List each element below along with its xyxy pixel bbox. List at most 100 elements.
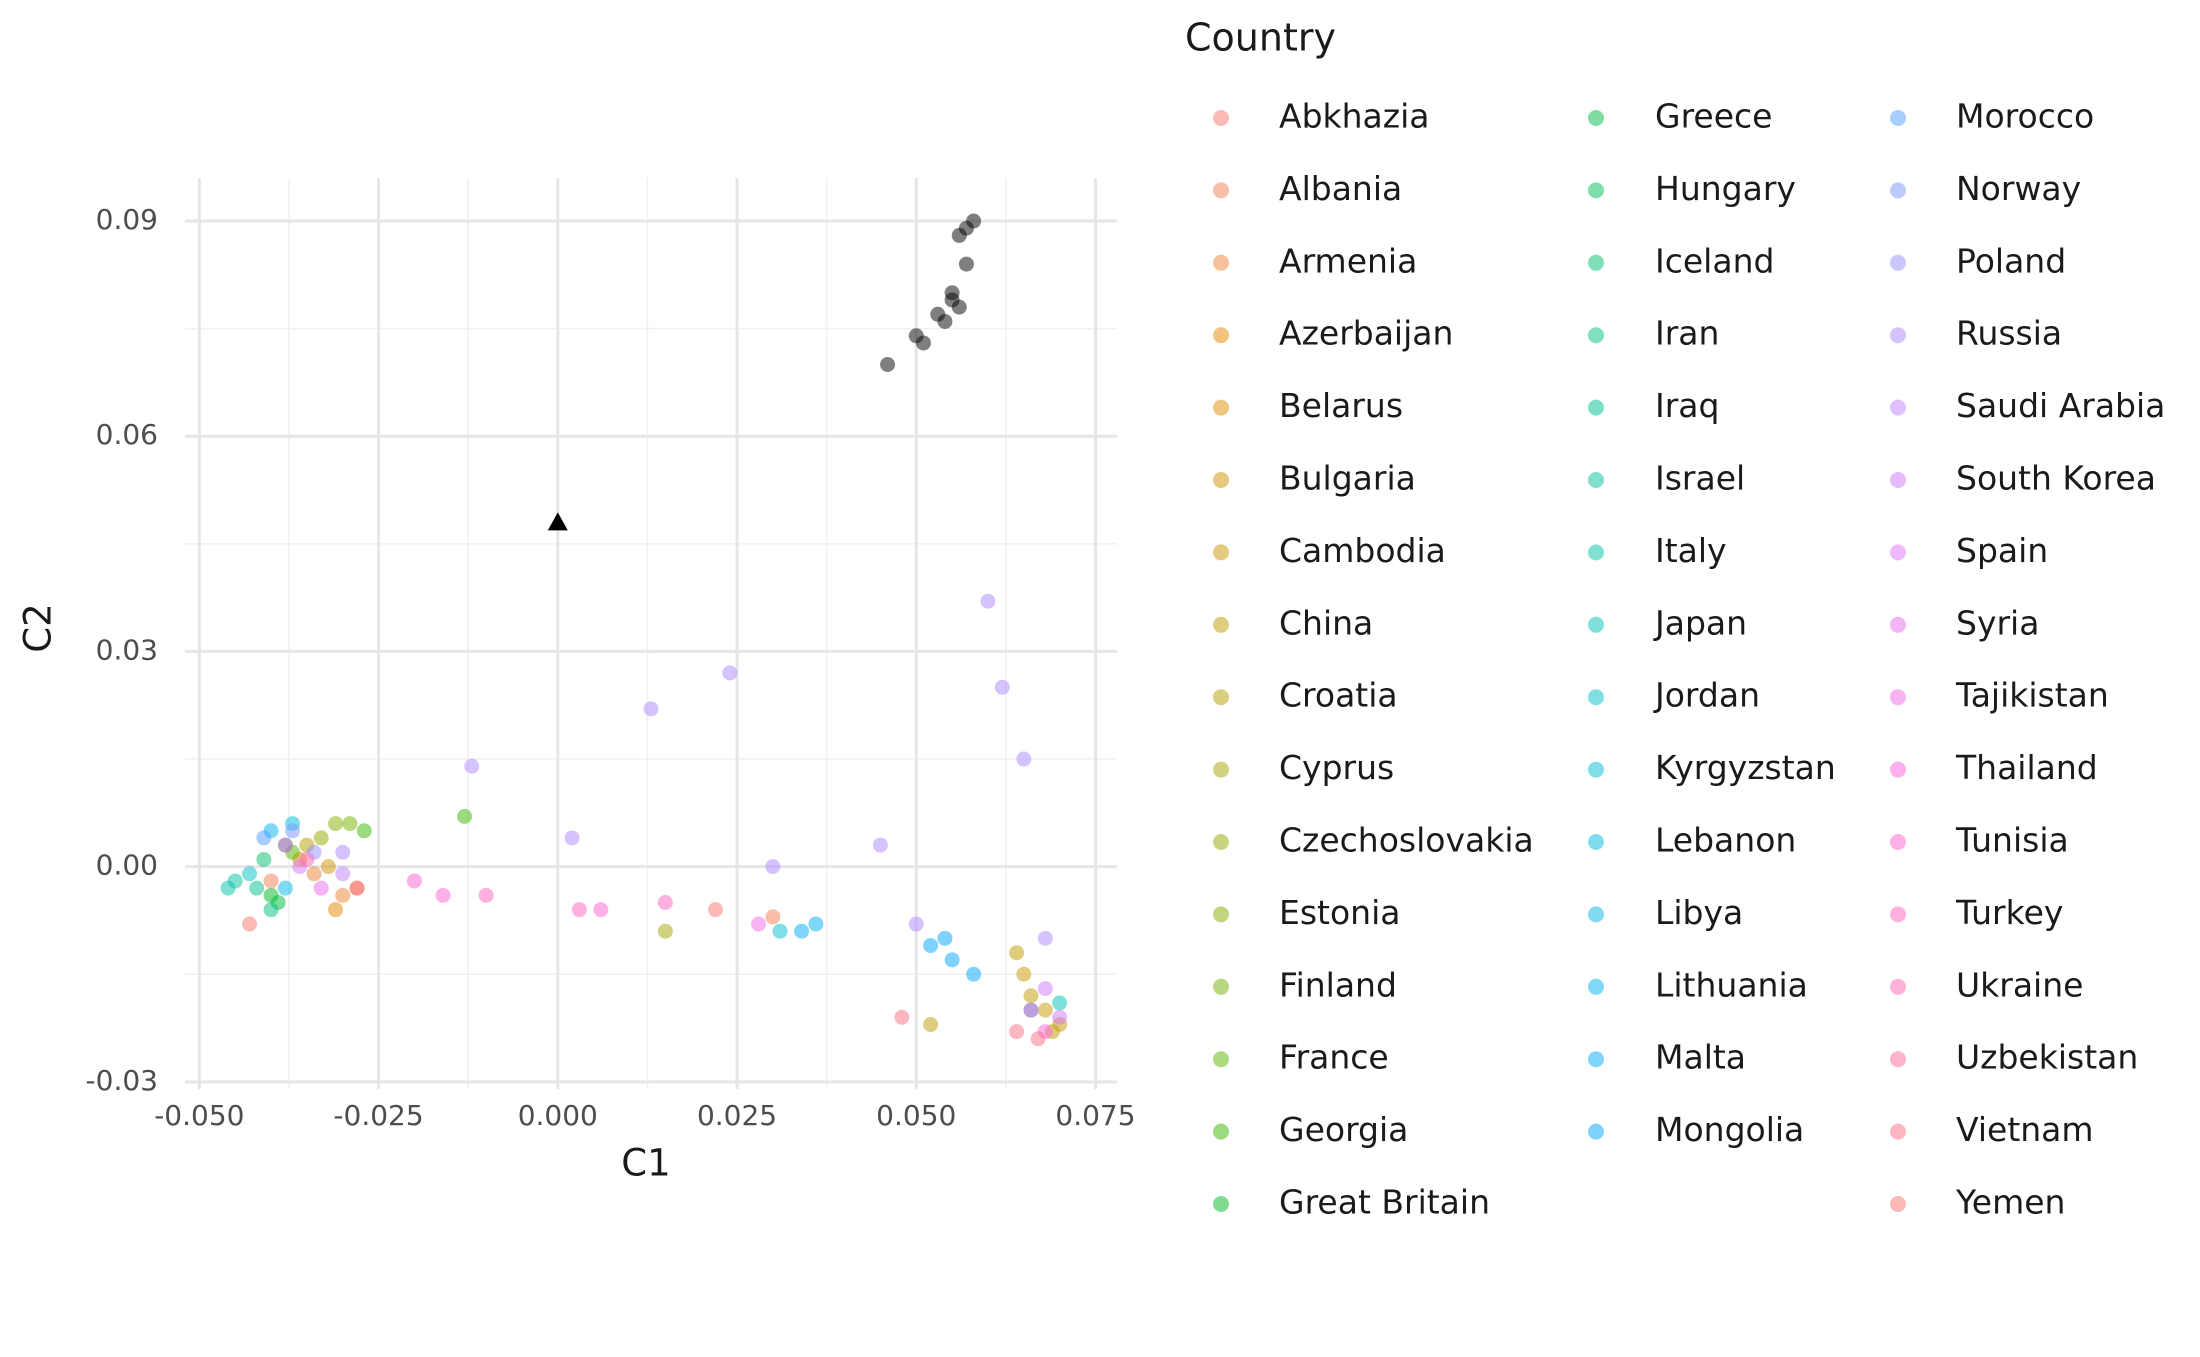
- legend-marker: [1588, 616, 1604, 633]
- y-tick-label: 0.03: [96, 633, 158, 666]
- legend-label: France: [1279, 1038, 1389, 1077]
- legend-marker: [1890, 110, 1906, 126]
- legend-label: Cyprus: [1279, 748, 1394, 787]
- point: [342, 816, 358, 832]
- legend-label: Vietnam: [1956, 1110, 2094, 1149]
- legend-label: Japan: [1653, 603, 1747, 642]
- point: [1037, 930, 1053, 946]
- point: [1009, 945, 1025, 961]
- x-tick-label: 0.050: [876, 1099, 956, 1132]
- legend-title: Country: [1185, 16, 1336, 60]
- legend-label: South Korea: [1956, 459, 2156, 498]
- point: [593, 902, 609, 918]
- point: [457, 808, 473, 824]
- legend-label: Libya: [1655, 893, 1743, 932]
- point: [944, 285, 960, 301]
- y-axis-title: C2: [17, 603, 60, 652]
- point: [328, 902, 344, 918]
- legend-marker: [1588, 472, 1604, 488]
- point: [277, 837, 293, 853]
- legend-marker: [1588, 834, 1604, 850]
- legend-marker: [1588, 1123, 1604, 1140]
- legend-marker: [1890, 327, 1906, 344]
- legend-label: Mongolia: [1655, 1110, 1804, 1149]
- point: [966, 213, 982, 229]
- point: [937, 930, 953, 946]
- legend-label: Turkey: [1955, 893, 2063, 932]
- legend-label: Yemen: [1955, 1183, 2065, 1222]
- legend-label: Croatia: [1279, 676, 1398, 715]
- point: [765, 909, 781, 925]
- legend-marker: [1213, 616, 1229, 633]
- point: [1037, 981, 1053, 997]
- legend-label: Lithuania: [1655, 965, 1808, 1004]
- point: [951, 299, 967, 315]
- legend-label: Hungary: [1655, 169, 1796, 208]
- legend-label: Iceland: [1655, 241, 1774, 280]
- point: [872, 837, 888, 853]
- legend-label: China: [1279, 603, 1373, 642]
- x-tick-label: 0.000: [518, 1099, 598, 1132]
- y-tick-label: 0.06: [96, 418, 158, 451]
- point: [923, 938, 939, 954]
- point: [335, 844, 351, 860]
- legend-label: Ukraine: [1956, 965, 2083, 1004]
- legend-marker: [1588, 978, 1604, 995]
- point: [571, 902, 587, 918]
- point: [980, 593, 996, 609]
- legend-label: Spain: [1956, 531, 2048, 570]
- point: [657, 923, 673, 939]
- legend-marker: [1588, 689, 1604, 706]
- point: [242, 866, 258, 882]
- point: [1023, 988, 1039, 1004]
- legend-label: Syria: [1956, 603, 2039, 642]
- legend-label: Czechoslovakia: [1279, 821, 1534, 860]
- legend-label: Bulgaria: [1279, 459, 1416, 498]
- legend-label: Estonia: [1279, 893, 1400, 932]
- legend-marker: [1890, 254, 1906, 271]
- legend-marker: [1890, 399, 1906, 416]
- legend-label: Lebanon: [1655, 821, 1796, 860]
- point: [356, 823, 372, 839]
- point: [249, 880, 265, 896]
- x-axis-title: C1: [621, 1142, 670, 1185]
- legend-marker: [1213, 110, 1229, 126]
- legend-label: Cambodia: [1279, 531, 1446, 570]
- point: [1052, 1009, 1068, 1025]
- point: [328, 816, 344, 832]
- legend-marker: [1890, 906, 1906, 923]
- legend-label: Iraq: [1655, 386, 1719, 425]
- legend-label: Armenia: [1279, 241, 1417, 280]
- legend-marker: [1213, 1196, 1229, 1212]
- point: [1009, 1024, 1025, 1040]
- legend-label: Uzbekistan: [1956, 1038, 2138, 1077]
- point: [313, 880, 329, 896]
- point: [880, 357, 896, 373]
- legend-marker: [1588, 327, 1604, 344]
- point: [306, 866, 322, 882]
- point: [256, 830, 272, 846]
- legend-label: Tajikistan: [1955, 676, 2109, 715]
- point: [299, 851, 315, 867]
- point: [349, 880, 365, 896]
- legend-marker: [1213, 327, 1229, 344]
- point: [923, 1016, 939, 1032]
- point: [220, 880, 236, 896]
- point: [908, 916, 924, 932]
- point: [772, 923, 788, 939]
- legend-label: Kyrgyzstan: [1655, 748, 1836, 787]
- point: [657, 894, 673, 910]
- legend-label: Poland: [1956, 241, 2066, 280]
- y-tick-label: 0.00: [96, 849, 158, 882]
- legend-label: Azerbaijan: [1279, 314, 1453, 353]
- point: [564, 830, 580, 846]
- point: [708, 902, 724, 918]
- legend-marker: [1588, 254, 1604, 271]
- legend-marker: [1213, 254, 1229, 271]
- legend-marker: [1588, 1051, 1604, 1068]
- y-tick-label: 0.09: [96, 203, 158, 236]
- legend-marker: [1890, 1051, 1906, 1068]
- legend-marker: [1213, 472, 1229, 488]
- legend-label: Albania: [1279, 169, 1402, 208]
- point: [1037, 1002, 1053, 1018]
